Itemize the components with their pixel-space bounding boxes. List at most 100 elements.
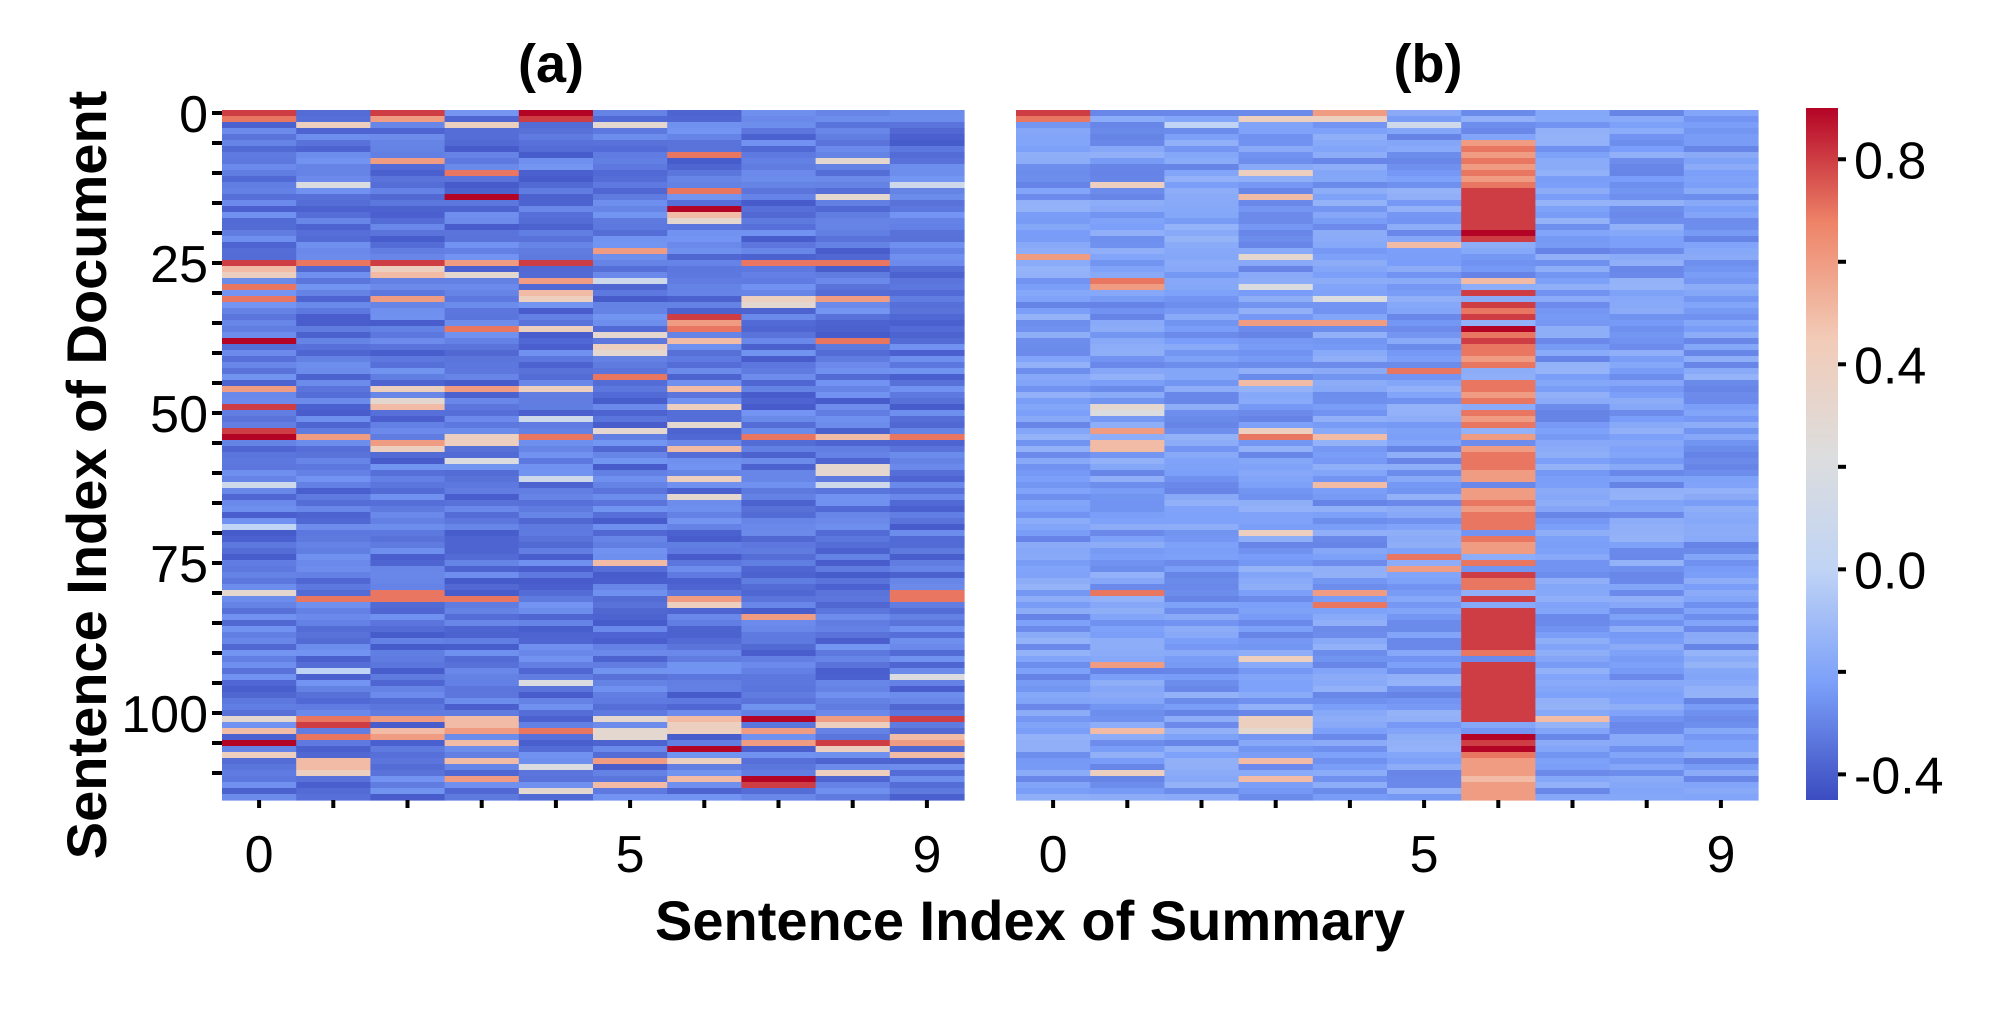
heatmap-cell [741,602,817,609]
heatmap-cell [1312,530,1388,537]
heatmap-cell [1090,488,1165,495]
heatmap-cell [889,422,965,429]
heatmap-cell [222,134,297,141]
heatmap-cell [1387,152,1462,159]
heatmap-cell [518,572,594,579]
heatmap-cell [1238,446,1314,453]
heatmap-cell [1164,608,1240,615]
heatmap-cell [1090,728,1165,735]
heatmap-cell [222,692,297,699]
heatmap-cell [741,440,817,447]
heatmap-cell [1683,722,1759,729]
heatmap-cell [1461,632,1536,639]
heatmap-cell [296,182,371,189]
heatmap-cell [1312,242,1388,249]
heatmap-cell [1090,530,1165,537]
heatmap-cell [518,536,594,543]
heatmap-cell [1461,254,1536,261]
heatmap-cell [444,554,520,561]
heatmap-cell [1387,410,1462,417]
heatmap-cell [593,284,668,291]
heatmap-cell [667,614,742,621]
heatmap-cell [1609,116,1685,123]
heatmap-cell [1164,620,1240,627]
heatmap-cell [889,128,965,135]
heatmap-cell [370,698,446,705]
heatmap-cell [370,476,446,483]
heatmap-cell [444,692,520,699]
heatmap-cell [741,308,817,315]
heatmap-cell [1238,206,1314,213]
heatmap-cell [1312,176,1388,183]
heatmap-cell [1164,668,1240,675]
heatmap-cell [1164,626,1240,633]
heatmap-cell [444,680,520,687]
heatmap-cell [1387,488,1462,495]
heatmap-cell [1312,782,1388,789]
heatmap-cell [889,662,965,669]
heatmap-cell [1090,158,1165,165]
heatmap-cell [1609,446,1685,453]
heatmap-cell [222,140,297,147]
heatmap-cell [444,158,520,165]
heatmap-cell [1683,260,1759,267]
heatmap-cell [1683,116,1759,123]
heatmap-cell [296,386,371,393]
heatmap-cell [741,206,817,213]
heatmap-cell [296,176,371,183]
heatmap-cell [889,536,965,543]
heatmap-cell [518,548,594,555]
heatmap-cell [889,368,965,375]
heatmap-cell [1609,524,1685,531]
heatmap-cell [593,266,668,273]
heatmap-cell [815,494,891,501]
heatmap-cell [1387,554,1462,561]
heatmap-cell [1090,236,1165,243]
heatmap-cell [889,584,965,591]
heatmap-cell [518,506,594,513]
heatmap-cell [815,122,891,129]
heatmap-cell [1461,128,1536,135]
heatmap-cell [1609,560,1685,567]
heatmap-cell [1016,458,1091,465]
heatmap-cell [815,764,891,771]
heatmap-cell [1461,464,1536,471]
heatmap-cell [222,458,297,465]
heatmap-cell [1609,194,1685,201]
heatmap-cell [1312,386,1388,393]
heatmap-cell [296,362,371,369]
heatmap-cell [1535,506,1611,513]
heatmap-cell [296,320,371,327]
heatmap-cell [1312,674,1388,681]
heatmap-cell [518,416,594,423]
heatmap-cell [1312,452,1388,459]
heatmap-cell [222,680,297,687]
heatmap-cell [370,668,446,675]
heatmap-cell [222,500,297,507]
heatmap-cell [1090,128,1165,135]
heatmap-cell [1461,326,1536,333]
heatmap-cell [296,470,371,477]
heatmap-cell [1461,482,1536,489]
heatmap-cell [593,302,668,309]
heatmap-cell [1609,752,1685,759]
heatmap-cell [741,158,817,165]
heatmap-cell [1461,470,1536,477]
heatmap-cell [1238,368,1314,375]
heatmap-cell [593,446,668,453]
heatmap-cell [370,530,446,537]
heatmap-cell [370,512,446,519]
heatmap-cell [1461,572,1536,579]
heatmap-cell [1609,680,1685,687]
heatmap-cell [1164,116,1240,123]
heatmap-cell [370,404,446,411]
heatmap-cell [1164,110,1240,117]
heatmap-cell [1535,464,1611,471]
heatmap-cell [1238,338,1314,345]
heatmap-cell [1683,152,1759,159]
heatmap-cell [741,506,817,513]
heatmap-cell [1090,758,1165,765]
heatmap-cell [593,590,668,597]
heatmap-cell [741,728,817,735]
heatmap-cell [518,590,594,597]
